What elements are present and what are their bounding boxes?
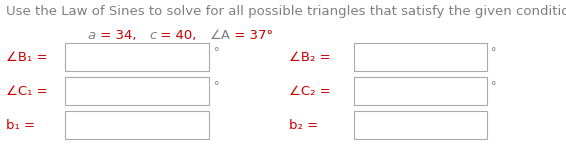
Text: c: c (149, 29, 156, 42)
Text: ∠C₂ =: ∠C₂ = (289, 85, 331, 98)
Text: °: ° (491, 81, 497, 91)
Text: a: a (88, 29, 96, 42)
Text: °: ° (214, 47, 220, 57)
FancyBboxPatch shape (65, 77, 209, 105)
FancyBboxPatch shape (354, 111, 487, 139)
Text: °: ° (214, 81, 220, 91)
Text: = 40,: = 40, (156, 29, 209, 42)
FancyBboxPatch shape (65, 43, 209, 71)
Text: °: ° (491, 47, 497, 57)
Text: = 37°: = 37° (230, 29, 273, 42)
Text: b₂ =: b₂ = (289, 119, 318, 132)
Text: ∠C₁ =: ∠C₁ = (6, 85, 48, 98)
FancyBboxPatch shape (65, 111, 209, 139)
Text: = 34,: = 34, (96, 29, 149, 42)
Text: Use the Law of Sines to solve for all possible triangles that satisfy the given : Use the Law of Sines to solve for all po… (6, 5, 566, 18)
Text: b₁ =: b₁ = (6, 119, 35, 132)
Text: ∠B₁ =: ∠B₁ = (6, 51, 47, 64)
Text: ∠B₂ =: ∠B₂ = (289, 51, 331, 64)
Text: ∠A: ∠A (209, 29, 230, 42)
FancyBboxPatch shape (354, 43, 487, 71)
FancyBboxPatch shape (354, 77, 487, 105)
